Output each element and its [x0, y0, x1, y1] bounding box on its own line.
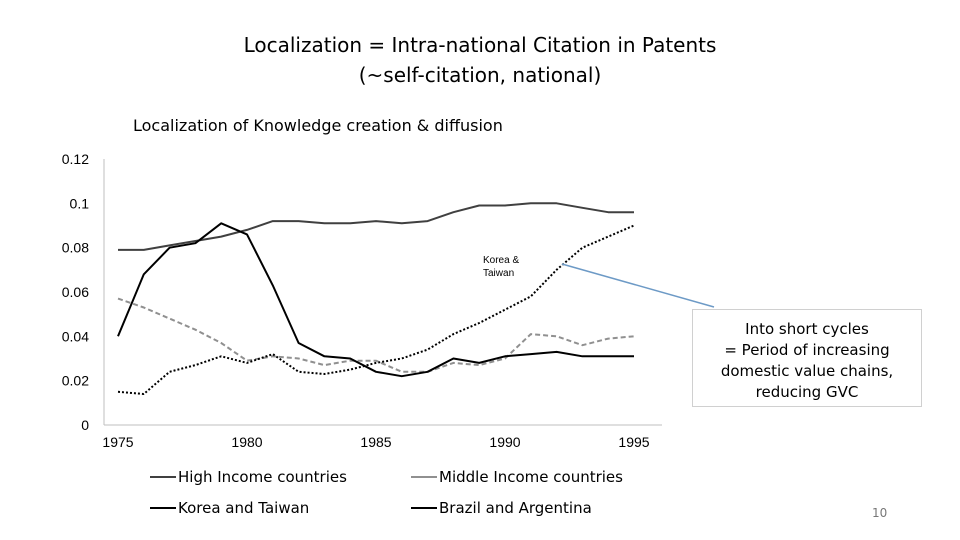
annotation-line-4: reducing GVC: [755, 383, 859, 401]
series-line-3: [117, 224, 635, 395]
annotation-line-2: = Period of increasing: [724, 341, 890, 359]
y-tick-label: 0.06: [62, 284, 89, 300]
legend-item-middle-income: Middle Income countries: [411, 468, 623, 486]
slide-title: Localization = Intra-national Citation i…: [0, 30, 960, 90]
legend-label: High Income countries: [178, 468, 347, 486]
series-line-4: [117, 222, 634, 378]
series-line-2: [117, 297, 635, 373]
annotation-box: Into short cycles = Period of increasing…: [692, 309, 922, 407]
callout-line-2: Taiwan: [483, 268, 515, 279]
x-tick-label: 1990: [489, 434, 520, 450]
y-tick-label: 0.12: [62, 151, 89, 167]
legend-label: Brazil and Argentina: [439, 499, 592, 517]
callout-line-1: Korea &: [483, 255, 520, 266]
legend-swatch: [411, 507, 437, 509]
y-tick-label: 0.02: [62, 373, 89, 389]
y-tick-label: 0.1: [70, 195, 90, 211]
y-tick-label: 0.08: [62, 240, 89, 256]
x-tick-label: 1985: [360, 434, 391, 450]
x-tick-label: 1995: [618, 434, 649, 450]
y-tick-label: 0.04: [62, 328, 89, 344]
callout-label: Korea & Taiwan: [483, 254, 519, 280]
chart-series: [117, 202, 635, 395]
legend-swatch: [150, 507, 176, 509]
legend-item-korea-taiwan: Korea and Taiwan: [150, 499, 309, 517]
x-tick-label: 1980: [231, 434, 262, 450]
series-line-1: [118, 202, 634, 251]
legend-swatch: [411, 476, 437, 478]
y-tick-label: 0: [81, 417, 89, 433]
legend-label: Middle Income countries: [439, 468, 623, 486]
annotation-line-3: domestic value chains,: [720, 362, 894, 380]
chart-ticks: 0 0.02 0.04 0.06 0.08 0.1 0.12 1975 1980 1985 1990…: [62, 151, 650, 450]
annotation-line-1: Into short cycles: [745, 320, 869, 338]
x-tick-label: 1975: [102, 434, 133, 450]
legend-item-high-income: High Income countries: [150, 468, 347, 486]
callout-connector: [561, 263, 715, 308]
chart-title: Localization of Knowledge creation & dif…: [133, 116, 503, 135]
legend-swatch: [150, 476, 176, 478]
chart-axes: [103, 159, 662, 426]
legend-label: Korea and Taiwan: [178, 499, 310, 517]
slide-title-line-1: Localization = Intra-national Citation i…: [243, 33, 717, 57]
legend-item-brazil-argentina: Brazil and Argentina: [411, 499, 592, 517]
page-number: 10: [872, 506, 888, 520]
slide-title-line-2: (~self-citation, national): [358, 63, 602, 87]
